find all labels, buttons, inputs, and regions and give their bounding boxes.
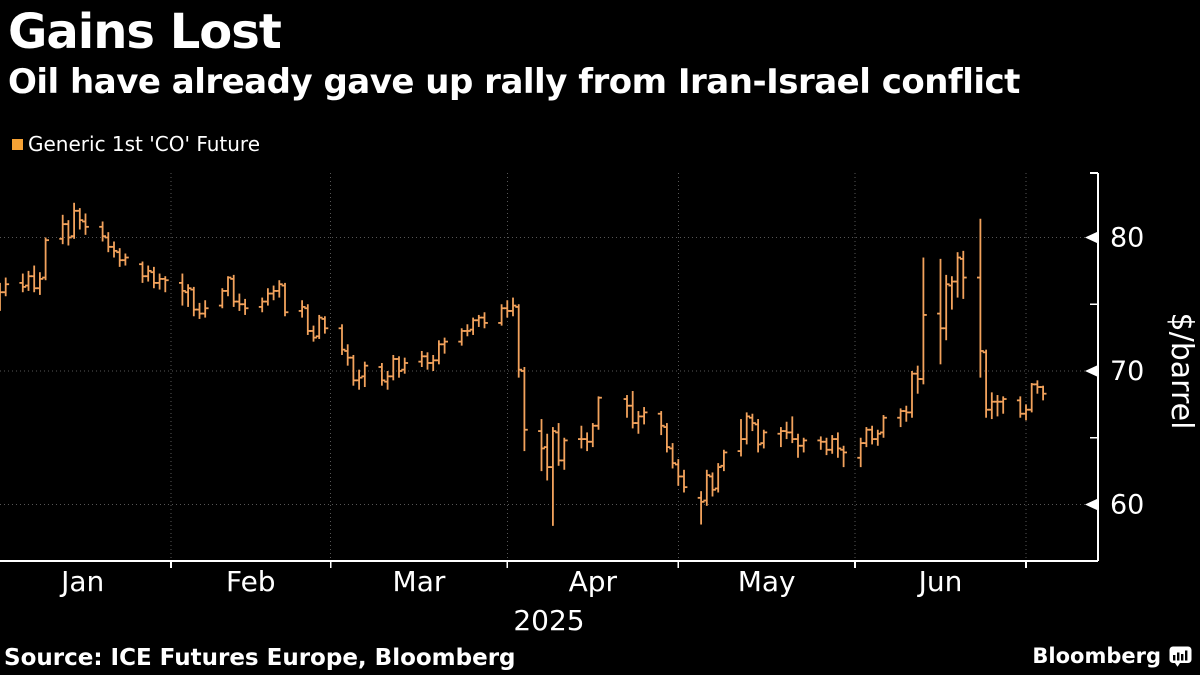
bloomberg-logo-text: Bloomberg bbox=[1032, 644, 1161, 668]
svg-text:70: 70 bbox=[1110, 356, 1144, 387]
source-text: Source: ICE Futures Europe, Bloomberg bbox=[4, 645, 516, 671]
legend: Generic 1st 'CO' Future bbox=[12, 132, 260, 156]
svg-text:Apr: Apr bbox=[569, 565, 618, 598]
svg-text:2025: 2025 bbox=[513, 604, 584, 637]
bloomberg-terminal-icon bbox=[1169, 646, 1192, 667]
svg-text:Mar: Mar bbox=[393, 565, 446, 598]
ohlc-chart: 80 70 60 Jan Feb Mar Apr May Jun 2025 $/barrel bbox=[0, 172, 1199, 637]
svg-text:Jun: Jun bbox=[917, 565, 963, 598]
legend-swatch bbox=[12, 139, 23, 150]
bloomberg-logo: Bloomberg bbox=[1032, 644, 1192, 668]
svg-text:60: 60 bbox=[1110, 490, 1144, 521]
svg-text:80: 80 bbox=[1110, 223, 1144, 254]
chart-subtitle: Oil have already gave up rally from Iran… bbox=[8, 62, 1020, 102]
svg-text:May: May bbox=[738, 565, 796, 598]
svg-text:Feb: Feb bbox=[226, 565, 276, 598]
chart-title: Gains Lost bbox=[8, 4, 282, 60]
svg-text:Jan: Jan bbox=[59, 565, 104, 598]
legend-label: Generic 1st 'CO' Future bbox=[28, 132, 261, 156]
svg-text:$/barrel: $/barrel bbox=[1164, 313, 1199, 430]
